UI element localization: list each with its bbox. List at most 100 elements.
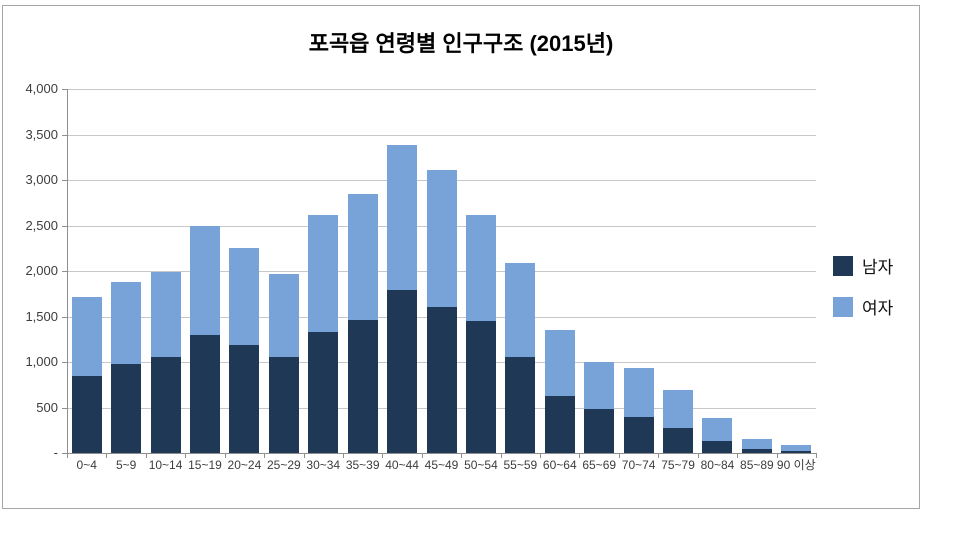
y-axis-label-3000: 3,000 xyxy=(25,172,58,187)
y-axis-tick xyxy=(62,89,67,90)
gridline-4000 xyxy=(67,89,816,90)
bar-segment-male-30~34[interactable] xyxy=(308,331,339,453)
male-legend-swatch xyxy=(833,255,853,276)
y-axis-tick xyxy=(62,134,67,136)
x-axis-label-75~79: 75~79 xyxy=(661,458,695,472)
x-axis-tick xyxy=(816,453,817,458)
x-axis-tick xyxy=(697,453,699,458)
bar-segment-male-65~69[interactable] xyxy=(584,409,615,453)
chart-title[interactable]: 포곡읍 연령별 인구구조 (2015년) xyxy=(308,31,614,56)
x-axis-tick xyxy=(67,453,68,458)
x-axis-label-70~74: 70~74 xyxy=(621,458,656,472)
bar-segment-female-65~69[interactable] xyxy=(584,362,615,410)
bar-segment-male-60~64[interactable] xyxy=(544,395,575,453)
plot-area xyxy=(67,89,816,453)
y-axis-label-1000: 1,000 xyxy=(25,354,58,369)
bar-60~64 xyxy=(540,89,579,453)
x-axis-tick xyxy=(737,453,739,458)
bar-20~24 xyxy=(225,89,264,453)
y-axis-label-0: - xyxy=(53,445,58,460)
bar-segment-male-5~9[interactable] xyxy=(111,363,142,453)
bar-segment-male-80~84[interactable] xyxy=(702,441,733,453)
y-axis-label-2000: 2,000 xyxy=(25,263,58,278)
y-axis-label-2500: 2,500 xyxy=(25,217,58,233)
bar-segment-male-70~74[interactable] xyxy=(623,416,654,453)
bar-segment-female-75~79[interactable] xyxy=(663,390,694,428)
female-legend-label: 여자 xyxy=(862,299,894,318)
x-axis-tick xyxy=(776,453,778,458)
chart-container: 포곡읍 연령별 인구구조 (2015년) 0~4 5~9 10~14 15~19 20~… xyxy=(2,5,920,509)
x-axis-tick xyxy=(618,453,620,458)
bar-70~74 xyxy=(619,89,658,453)
bar-segment-female-85~89[interactable] xyxy=(741,438,772,450)
x-axis-label-55~59: 55~59 xyxy=(503,458,538,472)
bar-segment-female-80~84[interactable] xyxy=(702,417,733,442)
y-axis-tick xyxy=(62,362,67,363)
x-axis-tick xyxy=(224,453,226,458)
bar-segment-male-15~19[interactable] xyxy=(189,334,220,453)
x-axis-tick xyxy=(658,453,660,458)
x-axis-label-65~69: 65~69 xyxy=(582,458,617,472)
bar-segment-male-90 이상[interactable] xyxy=(781,451,812,453)
x-axis-label-60~64: 60~64 xyxy=(542,458,577,472)
bar-55~59 xyxy=(501,89,540,453)
bar-segment-female-60~64[interactable] xyxy=(544,330,575,396)
x-axis-tick xyxy=(500,453,502,458)
legend-item-female[interactable]: 여자 xyxy=(833,294,893,319)
bar-segment-male-40~44[interactable] xyxy=(387,290,418,453)
x-axis-label-0~4: 0~4 xyxy=(76,458,97,472)
bar-segment-male-0~4[interactable] xyxy=(71,375,102,453)
bar-segment-male-25~29[interactable] xyxy=(268,357,299,453)
bar-segment-female-30~34[interactable] xyxy=(308,214,339,332)
bar-segment-female-5~9[interactable] xyxy=(111,281,142,364)
bar-segment-female-10~14[interactable] xyxy=(150,271,181,358)
bar-segment-female-40~44[interactable] xyxy=(387,145,418,291)
x-axis-label-25~29: 25~29 xyxy=(266,458,301,472)
x-axis-tick xyxy=(421,453,423,458)
x-axis-label-20~24: 20~24 xyxy=(227,458,262,472)
y-axis-label-500: 500 xyxy=(36,399,58,415)
y-axis-tick xyxy=(62,453,67,454)
bar-segment-male-35~39[interactable] xyxy=(347,320,378,453)
bar-segment-female-90 이상[interactable] xyxy=(781,444,812,452)
bar-25~29 xyxy=(264,89,303,453)
x-axis-tick xyxy=(145,453,147,458)
bar-50~54 xyxy=(461,89,500,453)
bar-segment-female-0~4[interactable] xyxy=(71,296,102,376)
bar-35~39 xyxy=(343,89,382,453)
x-axis-label-80~84: 80~84 xyxy=(700,458,735,472)
bar-10~14 xyxy=(146,89,185,453)
x-axis-label-30~34: 30~34 xyxy=(306,458,341,472)
bar-segment-female-45~49[interactable] xyxy=(426,170,457,308)
bar-segment-female-55~59[interactable] xyxy=(505,262,536,357)
x-axis-label-10~14: 10~14 xyxy=(148,458,183,472)
bar-segment-male-20~24[interactable] xyxy=(229,344,260,453)
x-axis-label-5~9: 5~9 xyxy=(115,458,137,472)
bar-segment-male-75~79[interactable] xyxy=(663,427,694,453)
y-axis-label-1500: 1,500 xyxy=(25,308,58,324)
bar-segment-female-25~29[interactable] xyxy=(268,273,299,358)
x-axis-line xyxy=(67,453,817,454)
x-axis-tick xyxy=(382,453,384,458)
x-axis-label-35~39: 35~39 xyxy=(345,458,380,472)
bar-segment-male-10~14[interactable] xyxy=(150,357,181,453)
bar-80~84 xyxy=(698,89,737,453)
x-axis-label-45~49: 45~49 xyxy=(424,458,459,472)
bar-segment-female-15~19[interactable] xyxy=(189,225,220,335)
female-legend-swatch xyxy=(833,296,853,317)
x-axis-labels: 0~4 5~9 10~14 15~19 20~24 25~29 30~34 35~39 40~4… xyxy=(67,458,816,472)
bar-90 이상 xyxy=(777,89,816,453)
bar-segment-male-55~59[interactable] xyxy=(505,356,536,453)
bar-segment-male-85~89[interactable] xyxy=(741,449,772,453)
bar-75~79 xyxy=(658,89,697,453)
bar-segment-male-45~49[interactable] xyxy=(426,307,457,453)
x-axis-label-15~19: 15~19 xyxy=(188,458,222,472)
bars-row xyxy=(67,89,816,453)
bar-segment-female-70~74[interactable] xyxy=(623,368,654,417)
bar-segment-female-50~54[interactable] xyxy=(465,214,496,322)
bar-segment-female-35~39[interactable] xyxy=(347,193,378,321)
legend-item-male[interactable]: 남자 xyxy=(833,253,893,278)
y-axis-tick xyxy=(62,225,67,227)
bar-segment-female-20~24[interactable] xyxy=(229,248,260,345)
bar-segment-male-50~54[interactable] xyxy=(465,321,496,453)
